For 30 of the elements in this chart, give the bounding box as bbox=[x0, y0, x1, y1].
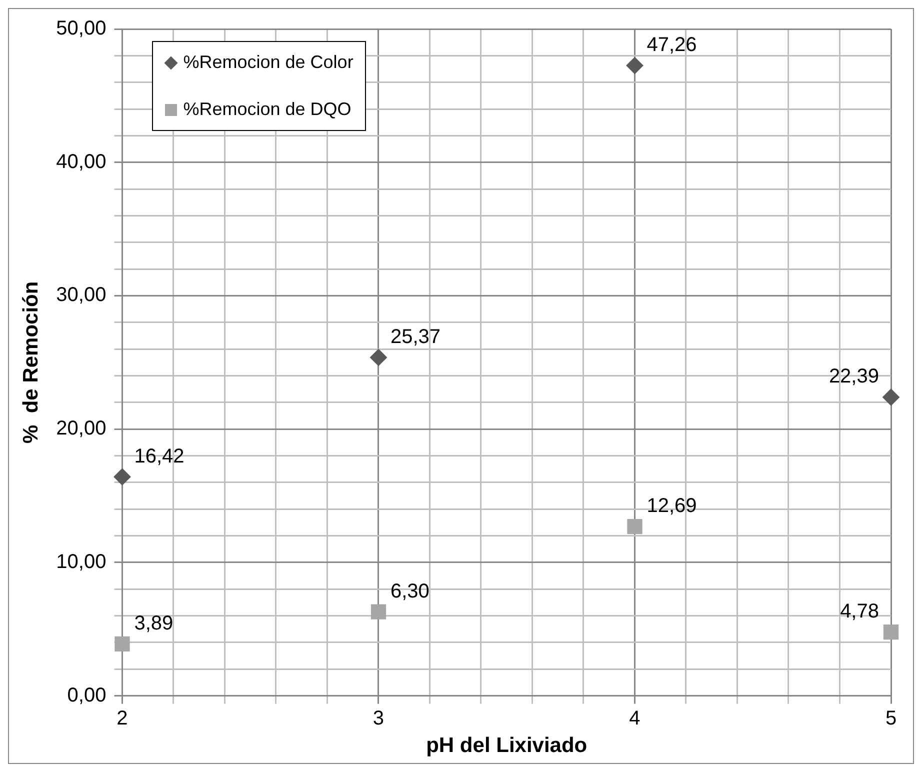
point bbox=[114, 468, 131, 486]
x-tick-label: 4 bbox=[629, 707, 640, 730]
y-tick-label: 10,00 bbox=[56, 550, 106, 573]
y-tick-label: 20,00 bbox=[56, 418, 106, 440]
x-axis-title: pH del Lixiviado bbox=[426, 734, 588, 758]
y-tick-label: 40,00 bbox=[56, 150, 106, 173]
point bbox=[370, 604, 386, 620]
point bbox=[626, 57, 644, 74]
x-tick-label: 3 bbox=[372, 707, 384, 730]
point bbox=[882, 388, 900, 406]
y-tick-label: 30,00 bbox=[56, 284, 106, 306]
y-axis-title: % de Remoción bbox=[19, 281, 42, 444]
data-label: 4,78 bbox=[840, 600, 879, 623]
data-label: 3,89 bbox=[134, 612, 174, 634]
x-tick-label: 5 bbox=[885, 707, 897, 730]
point bbox=[627, 518, 642, 534]
data-label: 25,37 bbox=[390, 326, 441, 348]
data-label: 16,42 bbox=[134, 445, 184, 468]
data-label: 6,30 bbox=[390, 580, 430, 602]
legend-label: %Remocion de Color bbox=[183, 52, 354, 73]
y-tick-label: 50,00 bbox=[56, 18, 106, 40]
data-label: 22,39 bbox=[828, 366, 879, 388]
point bbox=[370, 348, 387, 366]
x-tick-label: 2 bbox=[116, 707, 128, 730]
point bbox=[883, 624, 899, 640]
data-label: 47,26 bbox=[646, 34, 697, 56]
data-label: 12,69 bbox=[646, 495, 697, 518]
legend-label: %Remocion de DQO bbox=[183, 99, 352, 120]
point bbox=[114, 636, 130, 652]
y-tick-label: 0,00 bbox=[67, 684, 106, 706]
